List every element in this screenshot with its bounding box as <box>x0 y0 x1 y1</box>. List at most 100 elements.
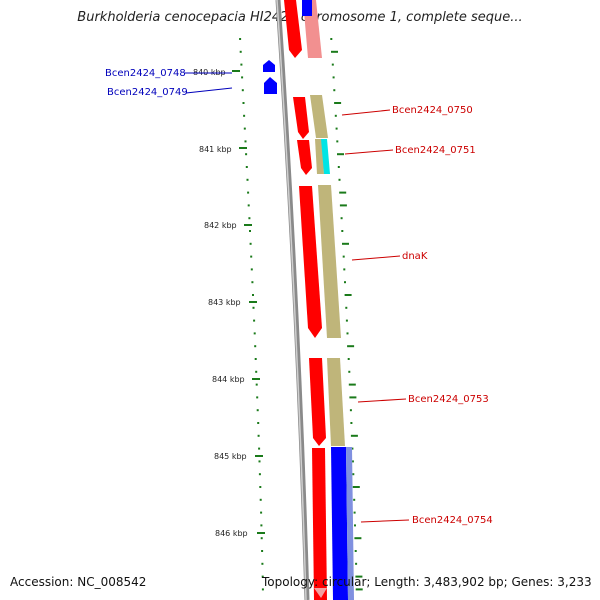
gc-dot <box>250 268 253 271</box>
gc-dot <box>247 204 250 207</box>
skew-dot <box>331 63 334 66</box>
gc-track <box>239 38 264 591</box>
accession-text: Accession: NC_008542 <box>10 575 147 589</box>
gene-label-bcen2424-0749[interactable]: Bcen2424_0749 <box>107 87 188 98</box>
connector-line <box>351 255 401 261</box>
skew-dot <box>341 230 344 232</box>
connector-line <box>341 109 391 116</box>
connector-line <box>344 149 394 155</box>
skew-dot <box>348 383 356 386</box>
connector-line <box>357 398 407 403</box>
gc-dot <box>240 63 243 66</box>
gene-label-bcen2424-0751[interactable]: Bcen2424_0751 <box>395 145 476 156</box>
chromosome-backbone <box>275 0 310 600</box>
skew-dot <box>339 204 347 207</box>
gene-label-bcen2424-0753[interactable]: Bcen2424_0753 <box>408 394 489 405</box>
map-title: Burkholderia cenocepacia HI2424 chromoso… <box>77 10 523 25</box>
gc-dot <box>252 294 254 296</box>
gene-block-blue[interactable] <box>302 0 312 16</box>
gc-dot <box>261 588 264 591</box>
gene-arrow-red[interactable] <box>299 186 322 338</box>
gc-dot <box>253 319 256 322</box>
gene-label-dnak[interactable]: dnaK <box>402 251 428 262</box>
gc-dot <box>255 383 258 386</box>
gene-block-khaki[interactable] <box>327 358 345 446</box>
label-connectors <box>184 72 410 523</box>
gc-dot <box>260 537 263 540</box>
gene-label-bcen2424-0750[interactable]: Bcen2424_0750 <box>392 105 473 116</box>
tick-label: 845 kbp <box>214 452 247 461</box>
gene-arrow-blue[interactable] <box>264 77 277 94</box>
topology-text: Topology: circular; Length: 3,483,902 bp… <box>262 575 592 589</box>
gc-dot <box>242 102 245 104</box>
gc-dot <box>241 76 244 79</box>
skew-dot <box>344 281 346 284</box>
skew-dot <box>351 447 354 450</box>
gc-dot <box>258 460 261 463</box>
gc-dot <box>255 370 258 373</box>
skew-dot <box>345 319 348 322</box>
skew-dot <box>355 562 358 565</box>
skew-dot <box>350 422 353 424</box>
gene-arrow-blue[interactable] <box>263 60 275 72</box>
gene-block-cyan[interactable] <box>321 139 330 174</box>
skew-dot <box>343 268 346 271</box>
skew-dot <box>354 524 356 527</box>
gene-label-bcen2424-0754[interactable]: Bcen2424_0754 <box>412 515 493 526</box>
gc-dot <box>261 575 264 578</box>
gene-labels[interactable]: Bcen2424_0748 Bcen2424_0749 Bcen2424_075… <box>105 68 493 526</box>
skew-dot <box>353 498 356 501</box>
skew-dot <box>339 191 347 194</box>
gene-arrow-red[interactable] <box>293 97 309 139</box>
skew-dot <box>353 511 356 514</box>
tick-label: 843 kbp <box>208 298 241 307</box>
skew-dot <box>354 537 362 540</box>
skew-dot <box>342 242 349 245</box>
chromosome-backbone-highlight <box>276 0 307 600</box>
connector-line <box>360 519 410 523</box>
skew-dot <box>355 588 363 591</box>
gc-dot <box>239 50 242 53</box>
gene-block-khaki[interactable] <box>310 95 328 138</box>
skew-dot <box>337 166 340 168</box>
skew-dot <box>355 575 363 578</box>
gene-block-red[interactable] <box>312 448 327 600</box>
gc-dot <box>259 486 262 488</box>
tick-label: 842 kbp <box>204 221 237 230</box>
skew-dot <box>354 550 357 552</box>
kbp-ticks: 840 kbp 841 kbp 842 kbp 843 kbp 844 kbp … <box>193 68 265 538</box>
gc-dot <box>258 473 261 476</box>
skew-dot <box>334 102 342 104</box>
connector-line <box>185 87 233 94</box>
gene-block-lightblue[interactable] <box>346 447 354 600</box>
tick-label: 844 kbp <box>212 375 245 384</box>
gc-dot <box>253 332 256 335</box>
gene-block-khaki[interactable] <box>318 185 341 338</box>
gc-dot <box>257 422 260 424</box>
gene-arrow-red[interactable] <box>284 0 302 58</box>
gene-arrow-red[interactable] <box>297 140 312 175</box>
gc-dot <box>256 396 259 399</box>
skew-dot <box>333 89 336 92</box>
gc-dot <box>243 127 246 130</box>
skew-dot <box>330 38 333 40</box>
gene-block-blue[interactable] <box>331 447 348 600</box>
gc-dot <box>248 217 251 220</box>
gene-arrow-tip-pink <box>314 588 327 598</box>
skew-dot <box>335 127 338 130</box>
gc-dot <box>244 140 247 143</box>
skew-dot <box>350 434 358 437</box>
feature-track[interactable] <box>263 0 354 600</box>
gene-label-bcen2424-0748[interactable]: Bcen2424_0748 <box>105 68 186 79</box>
gc-dot <box>254 358 257 360</box>
skew-dot <box>336 140 339 143</box>
gene-arrow-red[interactable] <box>309 358 326 446</box>
skew-dot <box>347 358 350 360</box>
gc-dot <box>243 114 246 117</box>
skew-dot <box>344 294 352 296</box>
gc-dot <box>245 166 248 168</box>
gc-dot <box>252 306 255 309</box>
gc-dot <box>239 38 242 40</box>
skew-dot <box>346 332 349 335</box>
